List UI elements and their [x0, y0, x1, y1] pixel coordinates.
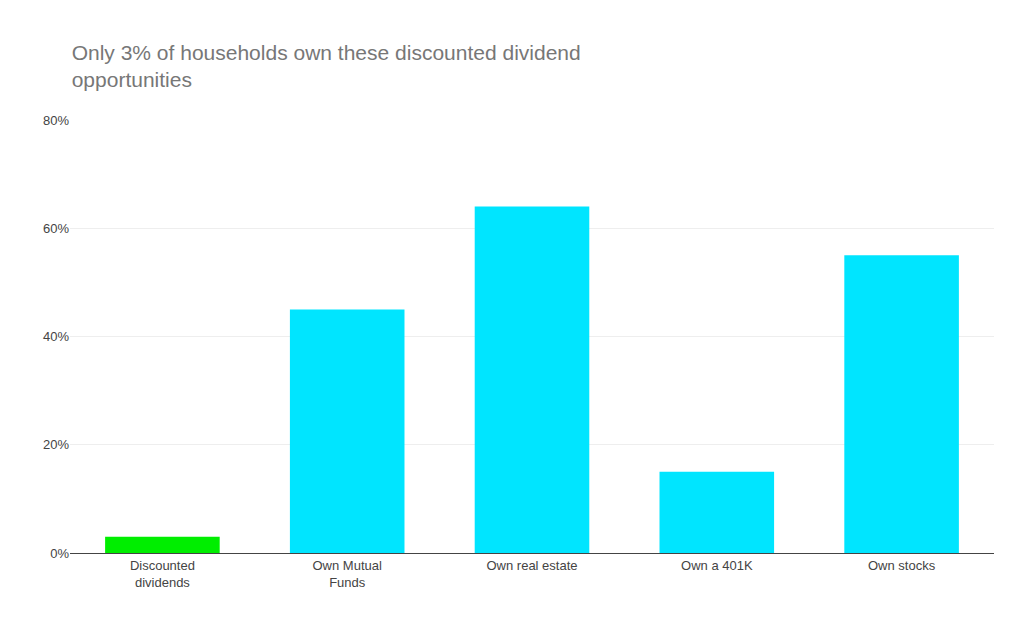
svg-text:Own a 401K: Own a 401K	[681, 558, 753, 573]
svg-text:Own real estate: Own real estate	[486, 558, 577, 573]
svg-text:Discounteddividends: Discounteddividends	[130, 558, 195, 590]
svg-text:0%: 0%	[50, 546, 69, 561]
svg-text:60%: 60%	[43, 221, 69, 236]
svg-text:20%: 20%	[43, 437, 69, 452]
svg-text:Own stocks: Own stocks	[868, 558, 936, 573]
svg-text:Own MutualFunds: Own MutualFunds	[313, 558, 382, 590]
svg-text:40%: 40%	[43, 329, 69, 344]
svg-text:80%: 80%	[43, 113, 69, 128]
svg-text:Only 3% of households own thes: Only 3% of households own these discount…	[72, 41, 581, 91]
